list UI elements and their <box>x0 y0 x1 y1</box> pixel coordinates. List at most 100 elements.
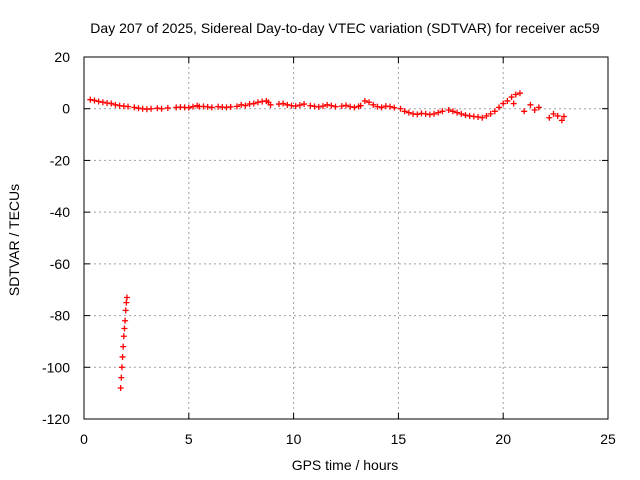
data-point <box>123 294 130 301</box>
data-point <box>479 114 486 121</box>
data-point <box>496 104 503 111</box>
data-point <box>504 97 511 104</box>
data-point <box>121 325 128 332</box>
data-point <box>99 99 106 106</box>
data-point <box>301 101 308 108</box>
data-point <box>546 114 553 121</box>
data-point <box>483 112 490 119</box>
tick-labels: 0 5 10 15 20 25 20 0 -20 -40 -60 -80 -100 -120 <box>42 49 616 447</box>
data-point <box>439 108 446 115</box>
x-tick-label: 5 <box>185 431 193 447</box>
data-point <box>454 109 461 116</box>
data-point <box>535 104 542 111</box>
data-point <box>554 112 561 119</box>
x-tick-label: 20 <box>495 431 511 447</box>
data-point <box>234 103 241 110</box>
y-tick-label: -40 <box>50 204 70 220</box>
y-tick-label: -20 <box>50 152 70 168</box>
data-points <box>87 90 567 391</box>
data-point <box>125 103 132 110</box>
data-point <box>208 104 215 111</box>
data-point <box>422 110 429 117</box>
data-point <box>267 101 274 108</box>
data-point <box>558 117 565 124</box>
data-point <box>343 102 349 109</box>
data-point <box>108 100 115 107</box>
y-axis-label: SDTVAR / TECUs <box>6 184 22 296</box>
data-point <box>122 317 129 324</box>
data-point <box>521 108 528 115</box>
data-point <box>370 101 377 108</box>
data-point <box>296 102 303 109</box>
y-tick-label: -60 <box>50 256 70 272</box>
grid-lines <box>84 57 608 419</box>
data-point <box>119 353 126 360</box>
data-point <box>500 100 507 107</box>
data-point <box>510 100 517 107</box>
axis-ticks <box>83 56 609 420</box>
data-point <box>131 104 138 111</box>
data-point <box>242 102 249 109</box>
data-point <box>512 91 519 98</box>
x-tick-label: 0 <box>80 431 88 447</box>
data-point <box>158 105 165 112</box>
data-point <box>328 102 335 109</box>
data-point <box>405 109 412 116</box>
data-point <box>148 105 155 112</box>
plot-frame <box>83 56 609 420</box>
data-point <box>347 103 354 110</box>
data-point <box>361 97 368 104</box>
data-point <box>123 299 130 306</box>
y-tick-label: -80 <box>50 308 70 324</box>
data-point <box>491 108 498 115</box>
x-axis-label: GPS time / hours <box>292 457 399 473</box>
data-point <box>254 99 261 106</box>
data-point <box>475 113 482 120</box>
data-point <box>324 101 331 108</box>
data-point <box>315 103 322 110</box>
data-point <box>250 100 257 107</box>
data-point <box>118 374 125 381</box>
y-tick-label: -120 <box>42 411 70 427</box>
data-point <box>435 109 442 116</box>
data-point <box>307 102 314 109</box>
data-point <box>387 103 394 110</box>
data-point <box>227 103 234 110</box>
data-point <box>112 101 119 108</box>
data-point <box>118 364 125 371</box>
data-point <box>508 94 515 101</box>
y-tick-label: 20 <box>54 49 70 65</box>
data-point <box>445 107 452 114</box>
data-point <box>120 333 127 340</box>
data-point <box>401 108 408 115</box>
data-point <box>397 105 404 112</box>
x-tick-label: 10 <box>286 431 302 447</box>
data-point <box>516 90 523 97</box>
data-point <box>280 100 287 107</box>
y-tick-label: 0 <box>62 101 70 117</box>
data-point <box>292 103 299 110</box>
data-point <box>338 103 345 110</box>
data-point <box>414 111 421 118</box>
x-tick-label: 15 <box>391 431 407 447</box>
data-point <box>487 110 494 117</box>
data-point <box>426 111 433 118</box>
data-point <box>391 104 398 111</box>
data-point <box>120 343 127 350</box>
x-tick-label: 25 <box>600 431 616 447</box>
data-point <box>91 97 98 104</box>
data-point <box>87 96 94 103</box>
chart-title: Day 207 of 2025, Sidereal Day-to-day VTE… <box>90 20 600 36</box>
data-point <box>122 307 129 314</box>
data-point <box>527 101 534 108</box>
y-tick-label: -100 <box>42 359 70 375</box>
data-point <box>117 384 124 391</box>
data-point <box>462 112 469 119</box>
data-point <box>531 107 538 114</box>
data-point <box>374 103 381 110</box>
data-point <box>378 104 385 111</box>
data-point <box>351 104 358 111</box>
data-point <box>319 103 326 110</box>
data-point <box>550 110 557 117</box>
